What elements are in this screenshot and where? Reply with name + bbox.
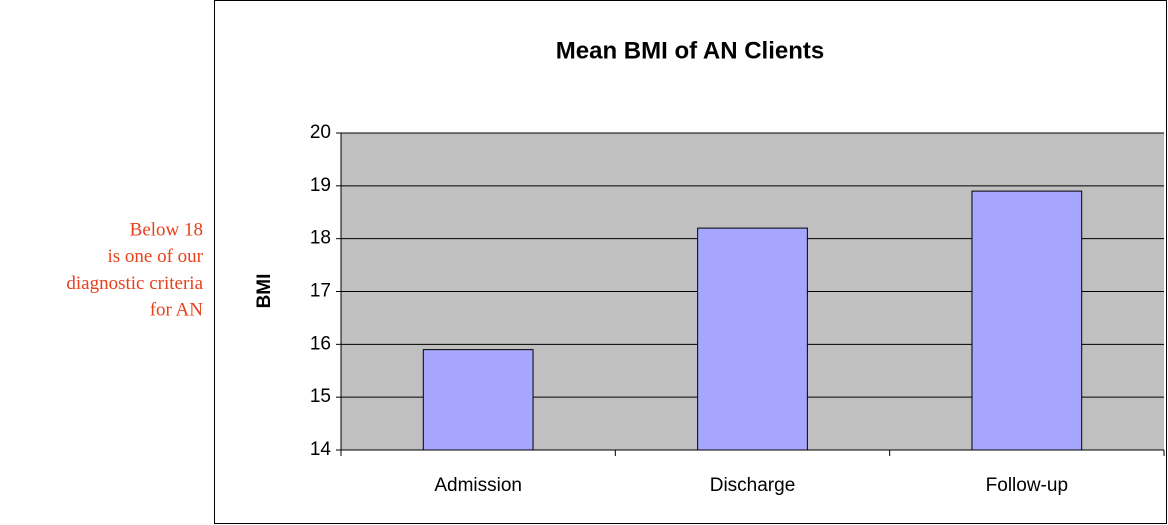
x-tick-label: Admission: [434, 475, 522, 496]
y-tick-label: 19: [310, 175, 331, 196]
y-tick-label: 18: [310, 228, 331, 249]
y-axis-label: BMI: [254, 274, 275, 309]
y-tick-label: 16: [310, 333, 331, 354]
bar: [971, 190, 1083, 451]
y-tick-label: 17: [310, 281, 331, 302]
bar: [697, 227, 808, 451]
annotation: diagnostic criteria: [66, 273, 203, 294]
bar: [422, 349, 534, 451]
annotation: is one of our: [107, 246, 203, 267]
annotation: Below 18: [130, 219, 203, 240]
y-tick-label: 20: [310, 122, 331, 143]
y-tick-label: 15: [310, 386, 331, 407]
chart-title: Mean BMI of AN Clients: [556, 37, 824, 64]
x-tick-label: Follow-up: [986, 475, 1068, 496]
x-tick-label: Discharge: [710, 475, 796, 496]
y-tick-label: 14: [310, 439, 332, 460]
annotation: for AN: [150, 299, 204, 320]
